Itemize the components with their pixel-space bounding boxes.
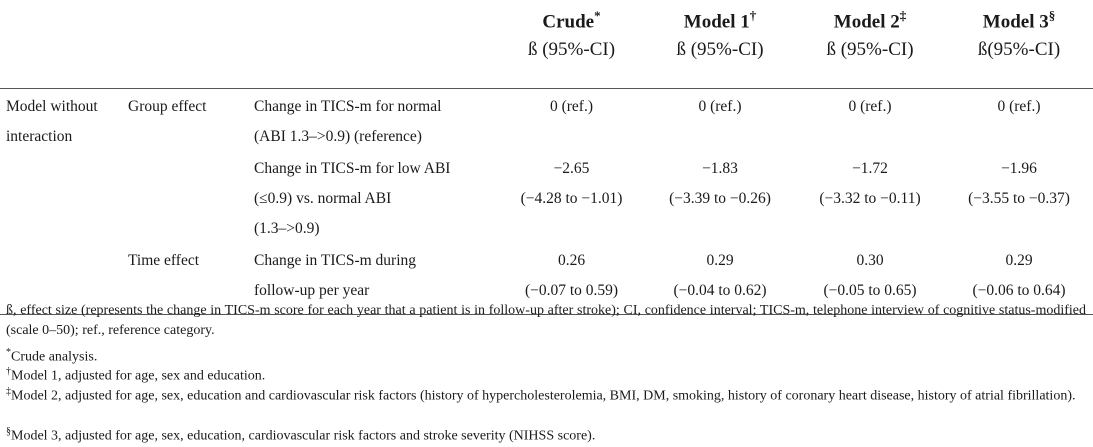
cell-value: 0.29 (−0.04 to 0.62): [673, 252, 767, 299]
row-description: Change in TICS-m for normal (ABI 1.3–>0.…: [254, 98, 442, 145]
footnote-model-3: §Model 3, adjusted for age, sex, educati…: [6, 426, 596, 444]
cell-value: 0 (ref.): [698, 98, 742, 115]
cell-value: 0.26 (−0.07 to 0.59): [524, 252, 619, 299]
cell-value: −1.72 (−3.32 to −0.11): [819, 160, 921, 207]
table-row: Change in TICS-m for low ABI (≤0.9) vs. …: [0, 153, 1093, 245]
table-row: Time effect Change in TICS-m during foll…: [0, 245, 1093, 315]
row-description: Change in TICS-m during follow-up per ye…: [254, 252, 417, 299]
cell-value: 0 (ref.): [549, 98, 594, 115]
cell-value: 0 (ref.): [848, 98, 892, 115]
header-model-1: Model 1† ß (95%-CI): [676, 8, 764, 61]
results-table: Crude* ß (95%-CI) Model 1† ß (95%-CI) Mo…: [0, 0, 1093, 315]
header-row: Crude* ß (95%-CI) Model 1† ß (95%-CI) Mo…: [0, 0, 1093, 89]
footnote-crude: *Crude analysis.: [6, 347, 98, 365]
table-row: Model without interaction Group effect C…: [0, 89, 1093, 154]
time-effect-label: Time effect: [128, 252, 200, 269]
cell-value: −1.96 (−3.55 to −0.37): [968, 160, 1070, 207]
cell-value: −2.65 (−4.28 to −1.01): [520, 160, 623, 207]
footnote-model-2: ‡Model 2, adjusted for age, sex, educati…: [6, 386, 1076, 404]
cell-value: −1.83 (−3.39 to −0.26): [669, 160, 771, 207]
footnote-model-1: †Model 1, adjusted for age, sex and educ…: [6, 366, 266, 384]
footnote-abbreviations: ß, effect size (represents the change in…: [6, 303, 1086, 338]
cell-value: 0 (ref.): [997, 98, 1041, 115]
cell-value: 0.30 (−0.05 to 0.65): [823, 252, 917, 299]
header-model-2: Model 2‡ ß (95%-CI): [826, 8, 914, 61]
cell-value: 0.29 (−0.06 to 0.64): [972, 252, 1066, 299]
header-crude: Crude* ß (95%-CI): [527, 8, 616, 61]
group-effect-label: Group effect: [128, 98, 207, 115]
header-model-3: Model 3§ ß(95%-CI): [977, 8, 1061, 61]
model-label: Model without interaction: [6, 98, 98, 145]
row-description: Change in TICS-m for low ABI (≤0.9) vs. …: [254, 160, 451, 237]
